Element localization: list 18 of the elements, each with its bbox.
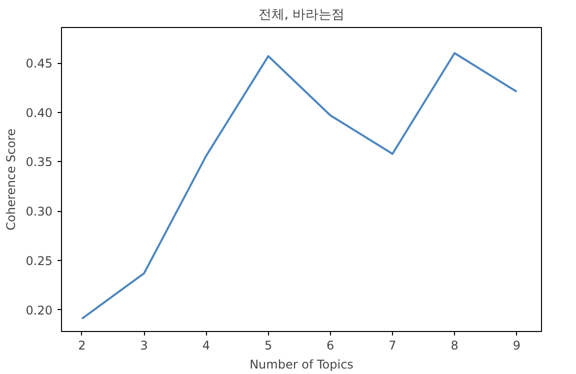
x-tick-label: 5: [264, 338, 272, 352]
y-tick-label: 0.20: [26, 303, 52, 318]
x-tick-label: 7: [388, 338, 396, 352]
line-series: [80, 52, 518, 320]
x-tick-label: 4: [202, 338, 210, 352]
y-tick-label: 0.45: [26, 56, 52, 71]
y-tick-label: 0.30: [26, 204, 52, 219]
x-tick-label: 9: [512, 338, 520, 352]
y-tick-label: 0.25: [26, 254, 52, 268]
chart-title: 전체, 바라는점: [258, 8, 345, 22]
x-axis-title: Number of Topics: [250, 358, 354, 372]
y-axis-title: Coherence Score: [4, 128, 18, 230]
y-tick-label: 0.35: [26, 155, 52, 170]
y-tick-label: 0.40: [26, 106, 52, 120]
x-tick-label: 6: [326, 338, 334, 352]
x-tick-label: 8: [450, 338, 458, 352]
x-tick-label: 2: [78, 338, 86, 352]
x-tick-label: 3: [140, 338, 148, 352]
